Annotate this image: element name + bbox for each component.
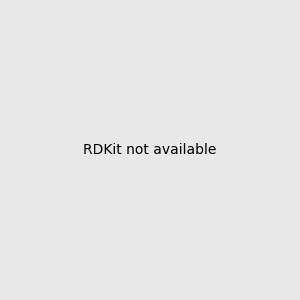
Text: RDKit not available: RDKit not available bbox=[83, 143, 217, 157]
